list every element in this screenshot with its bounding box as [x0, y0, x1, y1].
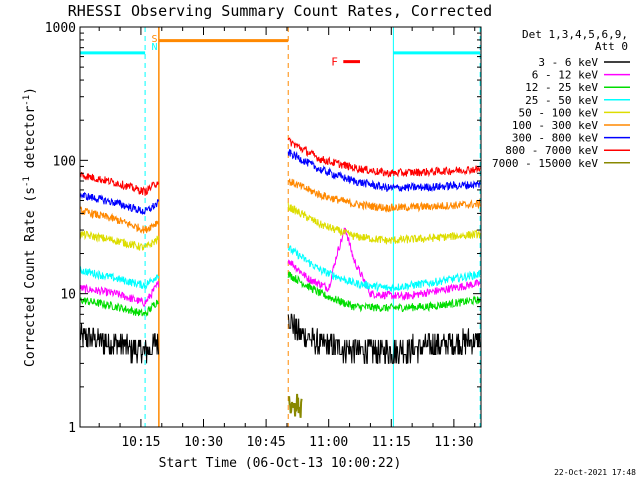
x-tick-label: 11:30 — [434, 435, 473, 450]
y-axis-label-sup1: -1 — [22, 176, 32, 187]
series-line-3 — [80, 266, 160, 290]
series-line-5 — [288, 178, 481, 214]
marker-label-S: S — [151, 34, 157, 45]
series-line-5 — [80, 206, 160, 234]
series-layer — [80, 137, 481, 418]
series-line-0 — [287, 313, 481, 364]
series-line-4 — [287, 202, 481, 245]
legend-label-3: 25 - 50 keV — [525, 94, 598, 107]
x-tick-label: 11:15 — [372, 435, 411, 450]
series-line-6 — [80, 191, 160, 216]
legend-label-0: 3 - 6 keV — [538, 56, 598, 69]
series-line-4 — [80, 230, 160, 251]
series-line-6 — [287, 149, 481, 193]
plot-frame — [79, 26, 482, 428]
chart-title: RHESSI Observing Summary Count Rates, Co… — [68, 2, 492, 20]
y-axis-label-mid: detector — [23, 106, 38, 177]
series-line-1 — [287, 227, 481, 301]
legend-label-6: 300 - 800 keV — [512, 132, 598, 145]
y-tick-label: 1 — [68, 421, 76, 436]
x-tick-label: 11:00 — [309, 435, 348, 450]
y-tick-label: 100 — [53, 154, 76, 169]
legend-header-line2: Att 0 — [595, 40, 628, 53]
series-line-2 — [287, 270, 481, 313]
y-axis: 1 10 100 1000 — [45, 21, 481, 436]
x-tick-label: 10:45 — [247, 435, 286, 450]
series-line-7 — [287, 137, 481, 178]
series-line-2 — [80, 296, 160, 317]
legend-label-1: 6 - 12 keV — [532, 69, 599, 82]
y-axis-label-sup2: -1 — [22, 95, 32, 106]
y-tick-label: 10 — [60, 288, 76, 303]
y-axis-label: Corrected Count Rate (s-1 detector-1) — [22, 87, 38, 367]
legend-label-5: 100 - 300 keV — [512, 119, 598, 132]
legend-label-8: 7000 - 15000 keV — [492, 157, 598, 170]
series-line-7 — [80, 171, 160, 196]
series-line-3 — [287, 245, 481, 293]
series-line-1 — [80, 280, 160, 307]
flare-label: F — [331, 56, 338, 69]
y-tick-label: 1000 — [45, 21, 76, 36]
legend-label-4: 50 - 100 keV — [519, 106, 599, 119]
x-tick-label: 10:15 — [121, 435, 160, 450]
series-line-0 — [80, 323, 160, 364]
y-axis-label-main: Corrected Count Rate (s — [23, 187, 38, 367]
series-line-8 — [288, 393, 303, 418]
marker-label-N: N — [151, 42, 157, 53]
y-axis-label-end: ) — [23, 87, 38, 95]
footer-timestamp: 22-Oct-2021 17:48 — [554, 468, 636, 477]
legend-label-2: 12 - 25 keV — [525, 81, 598, 94]
x-axis: 10:15 10:30 10:45 11:00 11:15 11:30 — [98, 27, 476, 450]
x-axis-label: Start Time (06-Oct-13 10:00:22) — [159, 456, 402, 471]
legend-header-line1: Det 1,3,4,5,6,9, — [522, 28, 628, 41]
legend-label-7: 800 - 7000 keV — [505, 144, 598, 157]
x-tick-label: 10:30 — [184, 435, 223, 450]
